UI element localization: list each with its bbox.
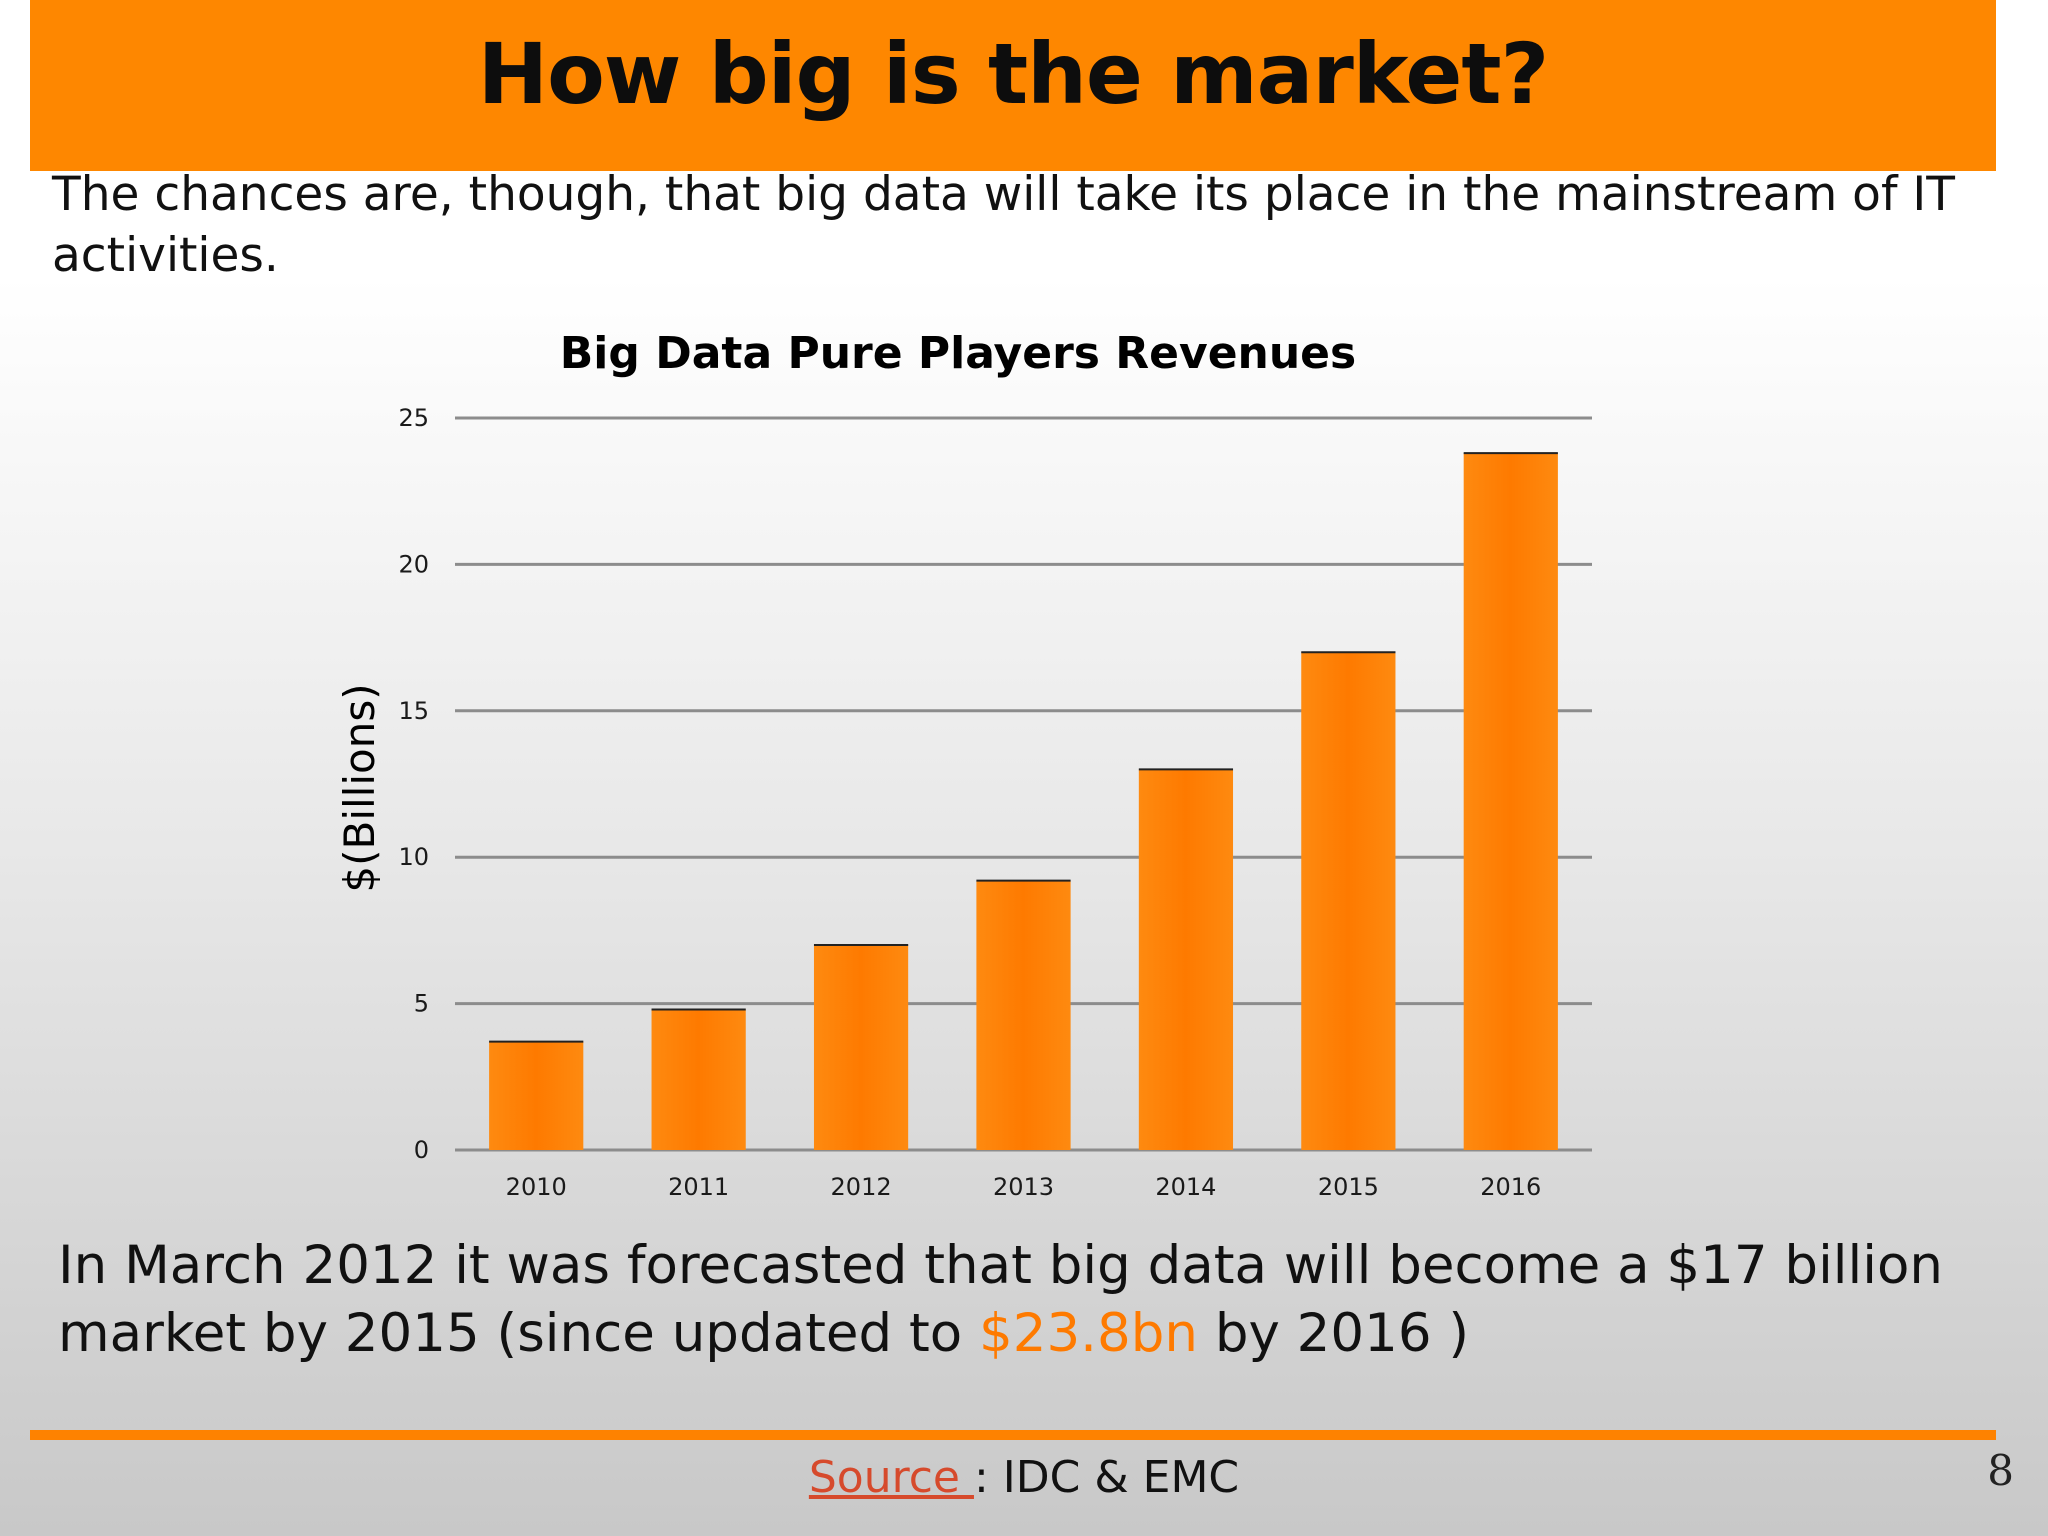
- forecast-text-start: In March 2012 it was forecasted that big…: [58, 1235, 1943, 1364]
- bar-2011: [651, 1009, 746, 1150]
- source-line: Source : IDC & EMC: [0, 1452, 2048, 1503]
- bar-2015: [1301, 652, 1396, 1150]
- gridlines: [455, 416, 1592, 1152]
- intro-text: The chances are, though, that big data w…: [52, 167, 1955, 283]
- forecast-text-end: by 2016 ): [1197, 1303, 1470, 1364]
- x-tick-label: 2013: [993, 1173, 1054, 1201]
- y-tick-label: 25: [398, 404, 429, 432]
- y-tick-label: 5: [414, 990, 429, 1018]
- title-bar: How big is the market?: [30, 0, 1996, 171]
- page-number: 8: [1987, 1446, 2014, 1495]
- slide-title: How big is the market?: [477, 24, 1549, 123]
- x-tick-label: 2015: [1318, 1173, 1379, 1201]
- forecast-text: In March 2012 it was forecasted that big…: [58, 1232, 1958, 1368]
- y-tick-label: 10: [398, 843, 429, 871]
- bar-2013: [976, 880, 1071, 1150]
- x-tick-label: 2016: [1480, 1173, 1541, 1201]
- y-tick-label: 15: [398, 697, 429, 725]
- bar-2014: [1138, 769, 1234, 1150]
- x-tick-label: 2014: [1155, 1173, 1216, 1201]
- bar-2010: [489, 1041, 584, 1150]
- x-tick-label: 2010: [506, 1173, 567, 1201]
- bars: [489, 452, 1558, 1150]
- y-tick-label: 0: [414, 1136, 429, 1164]
- x-tick-label: 2012: [831, 1173, 892, 1201]
- x-tick-label: 2011: [668, 1173, 729, 1201]
- bottom-divider: [30, 1430, 1996, 1440]
- y-axis-title: $(Billions): [335, 683, 384, 892]
- x-tick-labels: 2010 2011 2012 2013 2014 2015 2016: [506, 1173, 1542, 1201]
- y-tick-labels: 0 5 10 15 20 25: [398, 404, 429, 1164]
- source-text: : IDC & EMC: [973, 1452, 1240, 1503]
- bar-2016: [1463, 453, 1558, 1150]
- chart-title: Big Data Pure Players Revenues: [560, 328, 1356, 379]
- y-tick-label: 20: [398, 550, 429, 578]
- source-link[interactable]: Source: [808, 1452, 974, 1503]
- forecast-highlight-value: $23.8bn: [979, 1303, 1198, 1364]
- bar-2012: [813, 945, 909, 1150]
